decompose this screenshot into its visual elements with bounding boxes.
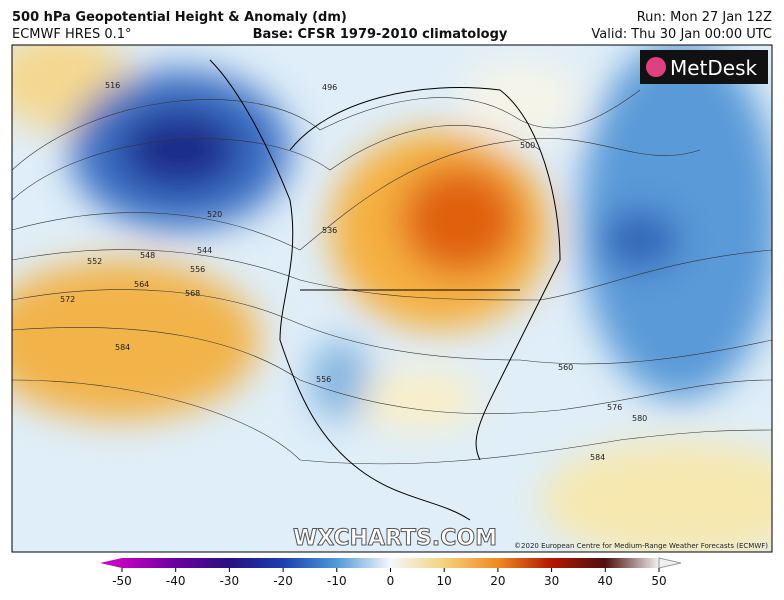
map-frame [11, 44, 773, 553]
colorbar-tick-label: 10 [437, 574, 452, 588]
contour-label: 556 [316, 375, 331, 384]
colorbar-tick-label: 0 [387, 574, 395, 588]
contour-label: 520 [207, 210, 222, 219]
map: 516 496 500 520 536 548 544 552 556 564 … [12, 45, 772, 552]
contour-label: 568 [185, 289, 200, 298]
logo-icon [646, 57, 666, 77]
model: ECMWF HRES 0.1° [12, 27, 132, 42]
contour-label: 576 [607, 403, 622, 412]
colorbar-gradient [122, 558, 659, 568]
contour-label: 536 [322, 226, 337, 235]
contour-label: 560 [558, 363, 573, 372]
contour-label: 548 [140, 251, 155, 260]
colorbar-tick-label: 30 [544, 574, 559, 588]
contour-label: 544 [197, 246, 212, 255]
title: 500 hPa Geopotential Height & Anomaly (d… [12, 10, 347, 25]
contour-label: 564 [134, 280, 149, 289]
contour-label: 556 [190, 265, 205, 274]
contour-label: 584 [115, 343, 130, 352]
colorbar-tick-label: -10 [327, 574, 347, 588]
valid: Valid: Thu 30 Jan 00:00 UTC [591, 27, 772, 42]
contour-label: 572 [60, 295, 75, 304]
contour-label: 552 [87, 257, 102, 266]
colorbar-high-arrow [658, 557, 682, 569]
contour-label: 580 [632, 414, 647, 423]
colorbar-tick-label: -20 [273, 574, 293, 588]
contour-label: 500 [520, 141, 535, 150]
contour-label: 496 [322, 83, 337, 92]
colorbar-tick-label: -40 [166, 574, 186, 588]
colorbar-tick-label: 20 [490, 574, 505, 588]
contour-label: 516 [105, 81, 120, 90]
run: Run: Mon 27 Jan 12Z [637, 10, 772, 25]
logo: MetDesk [670, 56, 758, 80]
colorbar-tick-label: 40 [598, 574, 613, 588]
colorbar-tick-label: 50 [651, 574, 666, 588]
contour-label: 584 [590, 453, 605, 462]
watermark: WXCHARTS.COM [293, 526, 497, 551]
colorbar-tick-label: -30 [220, 574, 240, 588]
copyright: ©2020 European Centre for Medium-Range W… [514, 542, 768, 550]
base: Base: CFSR 1979-2010 climatology [253, 27, 508, 42]
colorbar-low-arrow [100, 558, 122, 568]
colorbar: -50 -40 -30 -20 -10 0 10 20 30 40 50 [100, 557, 682, 588]
contour-labels: 516 496 500 520 536 548 544 552 556 564 … [60, 81, 647, 462]
colorbar-tick-label: -50 [112, 574, 132, 588]
